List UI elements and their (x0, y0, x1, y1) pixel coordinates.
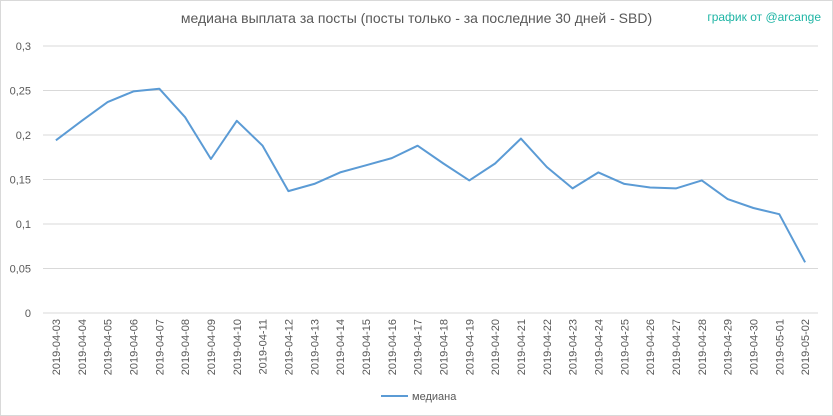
chart-credit: график от @arcange (707, 10, 821, 24)
data-point (313, 182, 316, 185)
data-point (752, 206, 755, 209)
y-tick-label: 0 (25, 308, 31, 320)
data-point (778, 213, 781, 216)
data-point (80, 119, 83, 122)
x-tick-label: 2019-05-02 (800, 319, 812, 375)
x-tick-label: 2019-04-05 (103, 319, 115, 375)
data-point (726, 198, 729, 201)
data-point (106, 101, 109, 104)
data-point (597, 171, 600, 174)
chart-title: медиана выплата за посты (посты только -… (180, 10, 653, 26)
x-tick-label: 2019-04-26 (645, 319, 657, 375)
x-tick-label: 2019-04-18 (438, 319, 450, 375)
y-tick-label: 0,3 (16, 41, 31, 53)
legend-label: медиана (412, 391, 457, 403)
x-tick-label: 2019-04-12 (283, 319, 295, 375)
x-tick-label: 2019-04-16 (387, 319, 399, 375)
x-tick-label: 2019-04-22 (542, 319, 554, 375)
data-point (674, 187, 677, 190)
data-point (364, 164, 367, 167)
y-tick-label: 0,25 (10, 86, 31, 98)
x-tick-label: 2019-04-03 (51, 319, 63, 375)
x-tick-label: 2019-04-09 (206, 319, 218, 375)
data-point (623, 182, 626, 185)
data-point (649, 186, 652, 189)
x-tick-label: 2019-04-20 (490, 319, 502, 375)
x-tick-label: 2019-04-08 (180, 319, 192, 375)
y-tick-label: 0,05 (10, 264, 31, 276)
data-point (519, 137, 522, 140)
x-tick-label: 2019-04-07 (154, 319, 166, 375)
x-tick-label: 2019-04-25 (619, 319, 631, 375)
data-point (54, 139, 57, 142)
x-tick-label: 2019-04-11 (258, 319, 270, 374)
x-tick-label: 2019-04-10 (232, 319, 244, 375)
data-point (390, 157, 393, 160)
data-point (184, 116, 187, 119)
data-point (158, 87, 161, 90)
y-tick-label: 0,2 (16, 130, 31, 142)
x-tick-label: 2019-04-19 (464, 319, 476, 375)
data-point (468, 179, 471, 182)
x-tick-label: 2019-04-27 (671, 319, 683, 375)
x-tick-label: 2019-04-13 (309, 319, 321, 375)
x-tick-label: 2019-04-24 (593, 319, 605, 375)
legend: медиана (381, 391, 457, 403)
x-tick-label: 2019-05-01 (774, 319, 786, 375)
data-point (209, 158, 212, 161)
data-point (545, 166, 548, 169)
y-tick-label: 0,15 (10, 175, 31, 187)
gridlines (43, 45, 818, 314)
x-tick-label: 2019-04-04 (77, 319, 89, 375)
y-tick-label: 0,1 (16, 219, 31, 231)
data-point (804, 261, 807, 264)
data-point (261, 144, 264, 147)
x-tick-label: 2019-04-30 (748, 319, 760, 375)
data-point (494, 162, 497, 165)
x-tick-label: 2019-04-14 (335, 319, 347, 375)
x-axis-ticks: 2019-04-03 2019-04-04 2019-04-05 2019-04-06… (51, 319, 812, 375)
data-point (416, 144, 419, 147)
data-point (132, 90, 135, 93)
x-tick-label: 2019-04-28 (697, 319, 709, 375)
x-tick-label: 2019-04-21 (516, 319, 528, 375)
y-axis-ticks: 0 0,05 0,1 0,15 0,2 0,25 0,3 (10, 41, 31, 320)
series-line (55, 87, 806, 263)
data-point (700, 179, 703, 182)
data-point (339, 171, 342, 174)
x-tick-label: 2019-04-15 (361, 319, 373, 375)
data-point (235, 119, 238, 122)
data-point (442, 162, 445, 165)
x-tick-label: 2019-04-06 (128, 319, 140, 375)
x-tick-label: 2019-04-17 (413, 319, 425, 375)
series-layer (54, 87, 807, 264)
x-tick-label: 2019-04-23 (568, 319, 580, 375)
data-point (571, 187, 574, 190)
data-point (287, 190, 290, 193)
x-tick-label: 2019-04-29 (723, 319, 735, 375)
